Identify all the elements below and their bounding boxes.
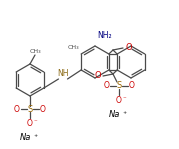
Text: O: O xyxy=(125,44,132,52)
Text: S: S xyxy=(116,82,122,90)
Text: Na: Na xyxy=(19,133,31,142)
Text: O: O xyxy=(94,72,101,80)
Text: O: O xyxy=(40,104,46,114)
Text: ⁺: ⁺ xyxy=(122,110,126,119)
Text: NH: NH xyxy=(57,69,68,78)
Text: O: O xyxy=(116,96,122,105)
Text: S: S xyxy=(27,104,33,114)
Text: Na: Na xyxy=(108,110,120,119)
Text: O: O xyxy=(103,82,109,90)
Text: ⁻: ⁻ xyxy=(34,119,38,125)
Text: O: O xyxy=(27,119,33,128)
Text: O: O xyxy=(14,104,20,114)
Text: NH₂: NH₂ xyxy=(97,31,112,40)
Text: CH₃: CH₃ xyxy=(29,49,41,54)
Text: CH₃: CH₃ xyxy=(67,45,79,50)
Text: O: O xyxy=(129,82,135,90)
Text: ⁺: ⁺ xyxy=(33,133,37,142)
Text: ⁻: ⁻ xyxy=(123,96,127,102)
